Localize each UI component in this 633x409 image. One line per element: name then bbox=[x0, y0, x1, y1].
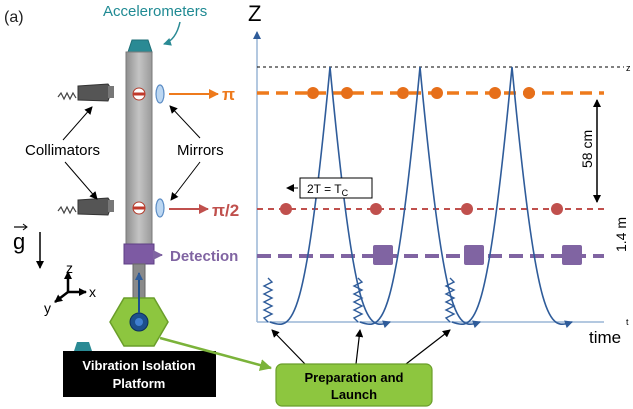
mirror-upper-icon bbox=[155, 84, 165, 104]
preparation-label-line1: Preparation and bbox=[305, 370, 404, 385]
edge-mark-bottom: t bbox=[626, 317, 629, 327]
pi-pulse-markers bbox=[307, 87, 535, 99]
platform-label-line1: Vibration Isolation bbox=[82, 358, 195, 373]
tc-label: 2T = TC bbox=[307, 182, 349, 198]
accelerometers-pointer bbox=[163, 21, 181, 46]
pi-marker bbox=[307, 87, 319, 99]
source-to-launch-arrow bbox=[159, 336, 272, 371]
trajectory-1 bbox=[269, 66, 391, 329]
axis-z-label: z bbox=[66, 260, 73, 276]
pi-half-pulse-label: π/2 bbox=[212, 201, 239, 220]
pi-half-marker bbox=[461, 203, 473, 215]
axis-x-label: x bbox=[89, 284, 96, 300]
mirrors-pointer-upper bbox=[169, 105, 201, 139]
mirrors-pointer-lower bbox=[170, 161, 201, 201]
pi-marker bbox=[489, 87, 501, 99]
detection-marker bbox=[464, 245, 484, 265]
mirrors-label: Mirrors bbox=[177, 142, 224, 159]
distance-1-4m-label: 1.4 m bbox=[613, 217, 629, 252]
accelerometer-top-icon bbox=[127, 39, 153, 53]
vibration-isolation-platform bbox=[63, 351, 216, 397]
mirror-lower-icon bbox=[155, 198, 165, 218]
pi-half-marker bbox=[551, 203, 563, 215]
plot-y-axis-label: Z bbox=[248, 1, 261, 26]
vacuum-tube bbox=[125, 51, 153, 247]
detection-chamber-icon bbox=[123, 243, 155, 265]
collimators-pointer-upper bbox=[62, 106, 93, 141]
trajectory-3 bbox=[451, 66, 573, 329]
plot-x-axis-label: time bbox=[589, 328, 621, 347]
detection-label: Detection bbox=[170, 248, 238, 265]
spring-3 bbox=[444, 277, 456, 323]
collimators-label: Collimators bbox=[25, 142, 100, 159]
launch-pointer-2 bbox=[355, 329, 364, 365]
viewport-lower-icon bbox=[132, 201, 146, 215]
detection-marker bbox=[562, 245, 582, 265]
platform-label-line2: Platform bbox=[113, 376, 166, 391]
pi-marker bbox=[397, 87, 409, 99]
launch-springs bbox=[262, 277, 456, 323]
pi-half-marker bbox=[370, 203, 382, 215]
preparation-launch-box bbox=[275, 363, 433, 407]
accelerometer-bottom-icon bbox=[74, 342, 92, 351]
axis-y-label: y bbox=[44, 300, 51, 316]
pi-marker bbox=[523, 87, 535, 99]
pi-pulse-label: π bbox=[222, 85, 235, 104]
collimator-lower-icon bbox=[57, 197, 114, 216]
spring-1 bbox=[262, 277, 274, 323]
preparation-label-line2: Launch bbox=[331, 387, 377, 402]
launch-pointer-3 bbox=[405, 329, 451, 365]
gravity-label: g bbox=[13, 229, 25, 254]
collimators-pointer-lower bbox=[64, 161, 98, 200]
spring-2 bbox=[352, 277, 364, 323]
detection-marker bbox=[373, 245, 393, 265]
detection-markers bbox=[373, 245, 582, 265]
gravity-indicator: g bbox=[13, 223, 44, 269]
pi-half-pulse-markers bbox=[280, 203, 563, 215]
launch-pointer-1 bbox=[271, 329, 306, 365]
panel-label: (a) bbox=[4, 9, 24, 26]
trajectory-2 bbox=[359, 66, 481, 329]
edge-mark-top: z bbox=[626, 63, 631, 73]
pi-marker bbox=[341, 87, 353, 99]
trajectories bbox=[269, 66, 573, 329]
pi-marker bbox=[431, 87, 443, 99]
collimator-upper-icon bbox=[57, 83, 114, 102]
distance-58cm-label: 58 cm bbox=[579, 130, 595, 168]
viewport-upper-icon bbox=[132, 87, 146, 101]
accelerometers-label: Accelerometers bbox=[103, 3, 207, 20]
pi-half-marker bbox=[280, 203, 292, 215]
tc-label-box bbox=[299, 177, 373, 199]
coordinate-axes: z x y bbox=[44, 260, 96, 316]
